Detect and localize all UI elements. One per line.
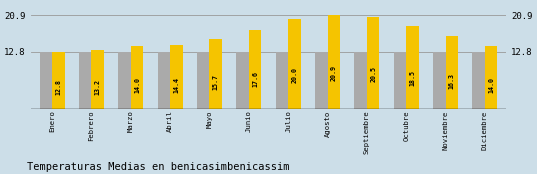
Bar	[446, 36, 458, 109]
Bar	[485, 46, 497, 109]
Bar	[40, 52, 52, 109]
Text: 13.2: 13.2	[95, 78, 101, 94]
Bar	[394, 52, 406, 109]
Text: 17.6: 17.6	[252, 71, 258, 87]
Text: 12.8: 12.8	[55, 79, 61, 95]
Bar	[157, 52, 170, 109]
Bar	[328, 15, 340, 109]
Bar	[367, 17, 380, 109]
Text: 16.3: 16.3	[449, 73, 455, 89]
Text: 20.5: 20.5	[370, 66, 376, 82]
Text: 14.0: 14.0	[134, 77, 140, 93]
Text: 20.9: 20.9	[331, 65, 337, 81]
Bar	[197, 52, 209, 109]
Text: 15.7: 15.7	[213, 74, 219, 90]
Text: Temperaturas Medias en benicasimbenicassim: Temperaturas Medias en benicasimbenicass…	[27, 162, 289, 172]
Bar	[406, 26, 419, 109]
Bar	[79, 52, 91, 109]
Bar	[275, 52, 288, 109]
Bar	[52, 52, 65, 109]
Text: 14.0: 14.0	[488, 77, 494, 93]
Bar	[236, 52, 249, 109]
Text: 14.4: 14.4	[173, 77, 179, 93]
Bar	[131, 46, 143, 109]
Text: 20.0: 20.0	[292, 67, 297, 83]
Bar	[433, 52, 446, 109]
Bar	[288, 19, 301, 109]
Bar	[118, 52, 131, 109]
Text: 18.5: 18.5	[410, 70, 416, 86]
Bar	[472, 52, 485, 109]
Bar	[91, 50, 104, 109]
Bar	[249, 30, 262, 109]
Bar	[209, 39, 222, 109]
Bar	[170, 45, 183, 109]
Bar	[354, 52, 367, 109]
Bar	[315, 52, 328, 109]
